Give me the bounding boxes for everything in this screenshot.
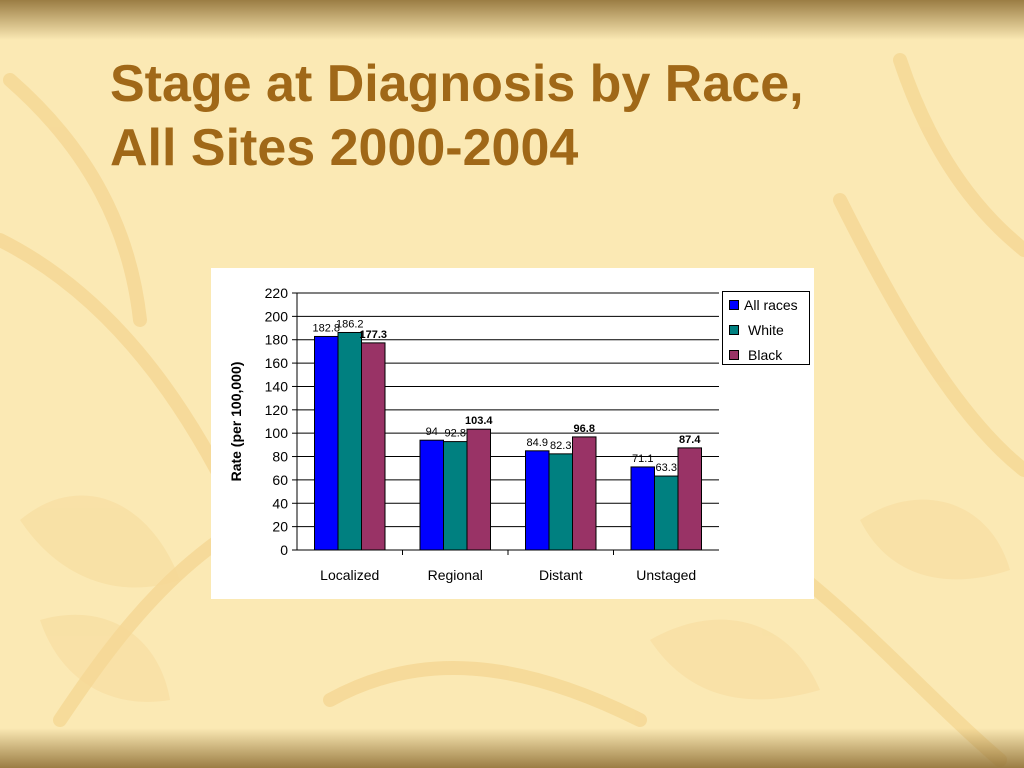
legend-swatch-white: [729, 325, 739, 336]
y-tick-label-80: 80: [272, 449, 288, 465]
data-label-black-regional: 103.4: [465, 415, 493, 427]
y-tick-label-40: 40: [272, 495, 288, 511]
data-label-white-distant: 82.3: [550, 440, 571, 452]
chart-legend: All races White Black: [722, 291, 810, 365]
bar-white-unstaged: [654, 475, 679, 551]
y-tick-label-20: 20: [272, 519, 288, 535]
x-tick-label-regional: Regional: [428, 567, 483, 583]
data-label-black-localized: 177.3: [359, 329, 387, 341]
data-label-all-races-localized: 182.8: [312, 322, 340, 334]
data-label-white-localized: 186.2: [336, 318, 364, 330]
y-tick-label-220: 220: [265, 285, 289, 301]
x-tick-label-unstaged: Unstaged: [636, 567, 696, 583]
legend-item-all-races: All races: [729, 296, 798, 314]
x-tick-label-distant: Distant: [539, 567, 583, 583]
bar-all-races-distant: [525, 450, 550, 551]
bar-all-races-localized: [314, 335, 339, 551]
bar-white-distant: [548, 453, 573, 551]
data-label-white-regional: 92.8: [445, 428, 466, 440]
slide-title: Stage at Diagnosis by Race, All Sites 20…: [110, 52, 990, 180]
y-tick-label-100: 100: [265, 425, 289, 441]
legend-label-white: White: [748, 322, 784, 338]
bar-white-localized: [337, 331, 362, 551]
x-tick-label-localized: Localized: [320, 567, 379, 583]
y-tick-label-180: 180: [265, 332, 289, 348]
y-axis-label: Rate (per 100,000): [228, 362, 244, 482]
legend-item-white: White: [729, 321, 784, 339]
data-label-all-races-distant: 84.9: [527, 437, 548, 449]
y-tick-label-200: 200: [265, 308, 289, 324]
y-tick-label-140: 140: [265, 378, 289, 394]
bar-black-unstaged: [677, 447, 702, 551]
legend-swatch-black: [729, 350, 739, 361]
legend-swatch-all-races: [729, 300, 739, 311]
bar-white-regional: [443, 441, 468, 551]
slide-title-line-1: Stage at Diagnosis by Race,: [110, 55, 804, 113]
y-tick-label-160: 160: [265, 355, 289, 371]
y-tick-label-60: 60: [272, 472, 288, 488]
y-tick-label-120: 120: [265, 402, 289, 418]
bar-chart: 0 20 40 60 80 100 120 140 160 180 200 220 Rate (per …: [228, 285, 719, 583]
slide-title-line-2: All Sites 2000-2004: [110, 119, 579, 177]
chart-panel: 0 20 40 60 80 100 120 140 160 180 200 220 Rate (per …: [211, 268, 814, 599]
data-label-all-races-unstaged: 71.1: [632, 453, 653, 465]
bar-black-distant: [572, 436, 597, 551]
legend-label-black: Black: [748, 347, 783, 363]
data-label-all-races-regional: 94: [426, 426, 438, 438]
legend-label-all-races: All races: [744, 297, 798, 313]
data-label-black-distant: 96.8: [574, 423, 595, 435]
legend-item-black: Black: [729, 346, 782, 364]
bar-black-regional: [466, 428, 491, 551]
y-tick-label-0: 0: [280, 542, 288, 558]
bar-all-races-unstaged: [630, 466, 655, 551]
data-label-black-unstaged: 87.4: [679, 434, 701, 446]
bar-all-races-regional: [419, 439, 444, 551]
data-label-white-unstaged: 63.3: [656, 462, 677, 474]
bar-black-localized: [361, 342, 386, 551]
